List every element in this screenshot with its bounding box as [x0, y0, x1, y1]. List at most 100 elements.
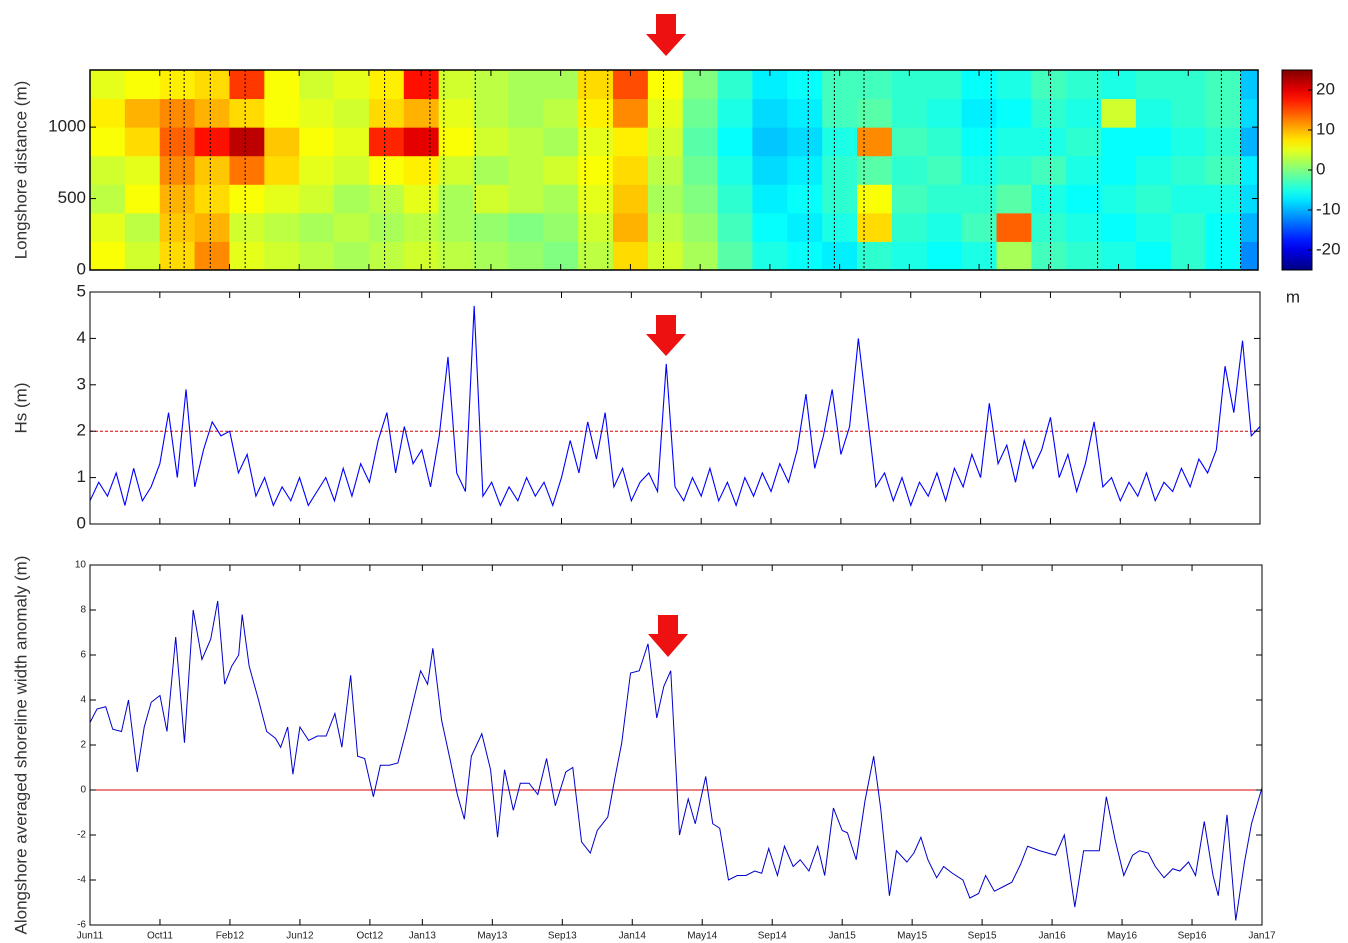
heat-cell [787, 241, 823, 270]
y-tick-label: 0 [77, 513, 86, 532]
y-axis-label: Alongshore averaged shoreline width anom… [11, 556, 30, 935]
heat-cell [1066, 70, 1102, 100]
heat-cell [822, 155, 858, 185]
y-tick-label: 5 [77, 281, 86, 300]
heat-cell [1066, 184, 1102, 214]
heat-cell [229, 241, 265, 270]
heat-cell [438, 98, 475, 128]
heat-cell [299, 155, 335, 185]
heat-cell [857, 155, 893, 185]
heat-cell [857, 241, 893, 270]
data-line [90, 305, 1260, 508]
heat-cell [822, 212, 858, 242]
heat-cell [368, 184, 405, 214]
heat-cell [1101, 212, 1137, 242]
colorbar-tick-label: 20 [1316, 79, 1335, 98]
x-tick-label: Jan15 [829, 931, 857, 942]
y-tick-label: 6 [80, 650, 86, 661]
heat-cell [1170, 127, 1207, 157]
heat-cell [124, 70, 161, 100]
heat-cell [1170, 98, 1207, 128]
heat-cell [299, 127, 335, 157]
heat-cell [612, 155, 649, 185]
heat-cell [438, 184, 475, 214]
x-tick-label: Jan14 [619, 931, 647, 942]
panel: -6 -4 -2 0 2 4 6 8 10 Jun11 Oct11 Feb12 Jun12 Oct12 Ja… [11, 556, 1276, 942]
heat-cell [1031, 212, 1067, 242]
heat-cell [1240, 184, 1258, 214]
heat-cell [926, 241, 963, 270]
heat-cell [403, 127, 440, 157]
heat-cell [403, 184, 440, 214]
heat-cell [822, 127, 858, 157]
heat-cell [90, 70, 126, 100]
heat-cell [787, 155, 823, 185]
heat-cell [368, 212, 405, 242]
heat-cell [1170, 184, 1207, 214]
heat-cell [891, 184, 928, 214]
heat-cell [473, 155, 509, 185]
heat-cell [90, 212, 126, 242]
heat-cell [1066, 98, 1102, 128]
heat-cell [857, 127, 893, 157]
heat-cell [822, 98, 858, 128]
heat-cell [1205, 212, 1242, 242]
y-tick-label: 3 [77, 374, 86, 393]
heat-cell [124, 184, 161, 214]
heat-cell [508, 127, 544, 157]
panel: 0 1 2 3 4 5 Hs (m) [11, 281, 1261, 532]
heat-cell [438, 241, 475, 270]
heat-cell [1135, 155, 1172, 185]
x-tick-label: May15 [897, 931, 927, 942]
panel: 0 500 1000 Longshore distance (m) [11, 69, 1259, 278]
x-tick-label: Jun11 [77, 931, 104, 942]
heat-cell [508, 184, 544, 214]
heat-cell [194, 70, 230, 100]
heat-cell [1240, 241, 1258, 270]
colorbar-label: m [1286, 287, 1300, 306]
heat-cell [159, 241, 196, 270]
x-tick-label: Jun12 [286, 931, 314, 942]
heat-cell [996, 184, 1032, 214]
heat-cell [682, 98, 719, 128]
heat-cell [229, 155, 265, 185]
heat-cell [438, 70, 475, 100]
x-tick-label: Feb12 [216, 931, 245, 942]
heat-cell [229, 184, 265, 214]
heat-cell [1066, 212, 1102, 242]
heat-cell [1031, 98, 1067, 128]
plot-frame [89, 291, 1261, 525]
y-tick-label: 10 [75, 560, 87, 571]
heat-cell [264, 212, 300, 242]
heat-cell [926, 70, 963, 100]
y-tick-label: 500 [58, 188, 86, 207]
heat-cell [90, 98, 126, 128]
x-tick-label: Jan17 [1248, 931, 1276, 942]
heat-cell [891, 127, 928, 157]
y-tick-label: 1000 [48, 117, 86, 136]
heat-cell [194, 212, 230, 242]
y-tick-label: -6 [77, 920, 86, 931]
heat-cell [368, 241, 405, 270]
heat-cell [1066, 155, 1102, 185]
heat-cell [124, 241, 161, 270]
heat-cell [334, 241, 370, 270]
heat-cell [1066, 241, 1102, 270]
heat-cell [264, 241, 300, 270]
heat-cell [194, 127, 230, 157]
heat-cell [543, 98, 579, 128]
heat-cell [857, 70, 893, 100]
data-line [90, 600, 1262, 921]
heat-cell [124, 127, 161, 157]
heat-cell [334, 212, 370, 242]
y-tick-label: -4 [77, 875, 86, 886]
x-tick-label: Sep15 [968, 931, 997, 942]
heat-cell [717, 127, 753, 157]
heat-cell [717, 98, 753, 128]
heat-cell [229, 212, 265, 242]
x-tick-label: Jan13 [409, 931, 437, 942]
colorbar-tick-label: -20 [1316, 239, 1341, 258]
heat-cell [194, 98, 230, 128]
y-tick-label: 1 [77, 467, 86, 486]
